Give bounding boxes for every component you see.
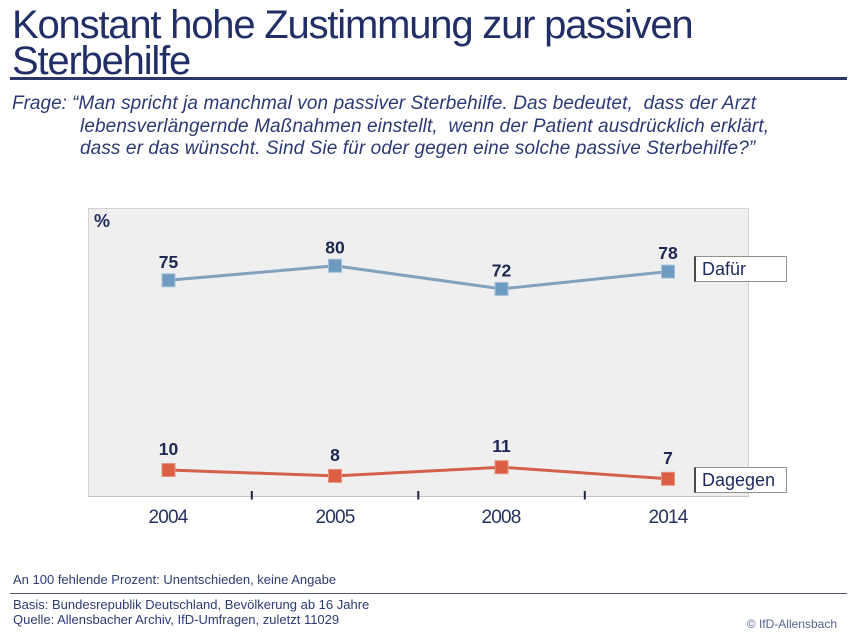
svg-text:80: 80	[325, 237, 345, 257]
svg-text:11: 11	[492, 436, 511, 456]
svg-text:10: 10	[159, 439, 179, 459]
svg-text:7: 7	[663, 448, 673, 468]
svg-text:8: 8	[330, 445, 340, 465]
svg-text:75: 75	[159, 252, 179, 272]
svg-text:78: 78	[658, 243, 678, 263]
svg-text:72: 72	[492, 260, 512, 280]
